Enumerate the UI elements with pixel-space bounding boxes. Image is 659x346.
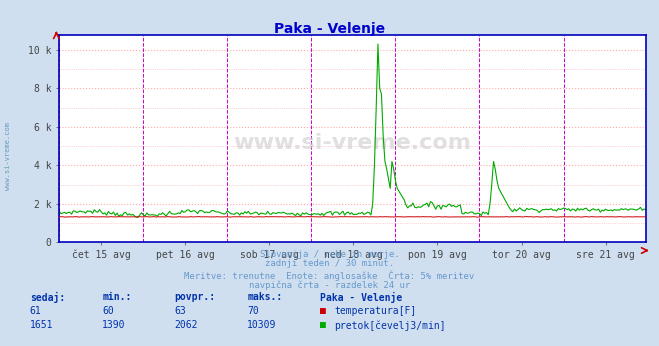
Text: www.si-vreme.com: www.si-vreme.com <box>233 133 472 153</box>
Text: 1390: 1390 <box>102 320 126 330</box>
Text: 61: 61 <box>30 306 42 316</box>
Text: navpična črta - razdelek 24 ur: navpična črta - razdelek 24 ur <box>249 280 410 290</box>
Text: 63: 63 <box>175 306 186 316</box>
Text: temperatura[F]: temperatura[F] <box>334 306 416 316</box>
Text: maks.:: maks.: <box>247 292 282 302</box>
Text: 10309: 10309 <box>247 320 277 330</box>
Text: sedaj:: sedaj: <box>30 292 65 303</box>
Text: 1651: 1651 <box>30 320 53 330</box>
Text: 2062: 2062 <box>175 320 198 330</box>
Text: povpr.:: povpr.: <box>175 292 215 302</box>
Text: pretok[čevelj3/min]: pretok[čevelj3/min] <box>334 320 445 330</box>
Text: www.si-vreme.com: www.si-vreme.com <box>5 122 11 190</box>
Text: ■: ■ <box>320 306 326 316</box>
Text: Paka - Velenje: Paka - Velenje <box>274 22 385 36</box>
Text: Slovenija / reke in morje.: Slovenija / reke in morje. <box>260 250 399 259</box>
Text: ■: ■ <box>320 320 326 330</box>
Text: 60: 60 <box>102 306 114 316</box>
Text: Paka - Velenje: Paka - Velenje <box>320 292 402 303</box>
Text: min.:: min.: <box>102 292 132 302</box>
Text: Meritve: trenutne  Enote: anglosaške  Črta: 5% meritev: Meritve: trenutne Enote: anglosaške Črta… <box>185 271 474 281</box>
Text: 70: 70 <box>247 306 259 316</box>
Text: zadnji teden / 30 minut.: zadnji teden / 30 minut. <box>265 260 394 268</box>
